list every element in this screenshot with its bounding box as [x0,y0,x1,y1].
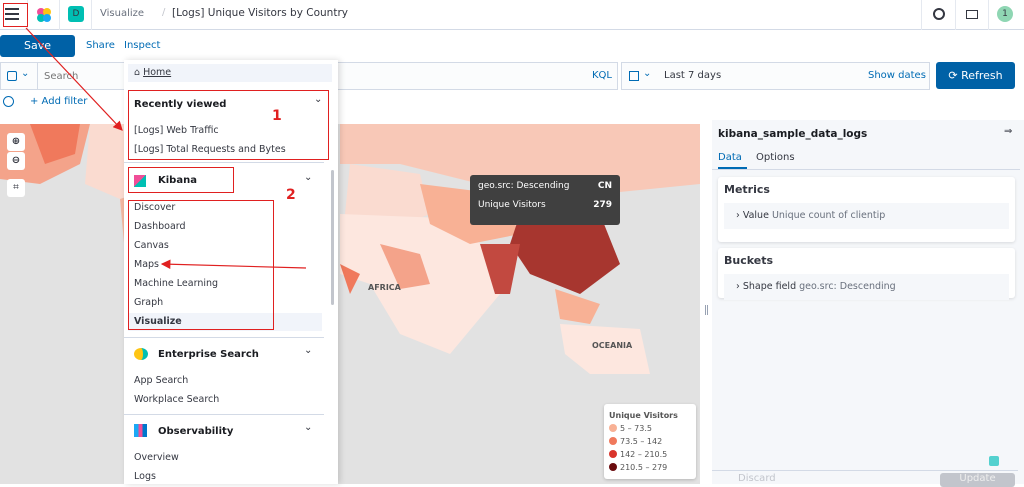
nav-item-graph[interactable]: Graph [134,297,164,308]
buckets-title: Buckets [724,254,774,267]
top-header: D Visualize / [Logs] Unique Visitors by … [0,0,1024,30]
time-range[interactable]: Last 7 days [664,70,722,81]
annotation-box-1 [128,90,329,160]
tab-data[interactable]: Data [718,152,747,169]
save-button[interactable]: Save [0,35,75,57]
nav-item-maps[interactable]: Maps [134,259,159,270]
bucket-desc: geo.src: Descending [799,281,896,292]
editor-sidebar: kibana_sample_data_logs ⇒ Data Options M… [712,120,1024,487]
recent-item[interactable]: [Logs] Web Traffic [134,125,219,136]
legend-item[interactable]: 73.5 – 142 [609,435,691,448]
index-pattern-title: kibana_sample_data_logs [718,128,868,140]
africa-label: AFRICA [368,283,401,292]
menu-button[interactable] [5,7,19,21]
annotation-label-2: 2 [286,187,296,203]
home-icon: ⌂ [134,67,144,78]
date-picker[interactable]: ⌄ Last 7 days Show dates [621,62,930,90]
recent-item[interactable]: [Logs] Total Requests and Bytes [134,144,286,155]
map-tooltip: geo.src: Descending CN Unique Visitors 279 [470,175,620,225]
filter-options-icon[interactable] [3,96,14,107]
metric-desc: Unique count of clientip [771,210,886,221]
breadcrumb-separator: / [162,7,166,18]
chevron-down-icon[interactable]: ⌄ [21,68,30,79]
metric-label: Value [742,210,769,221]
show-dates-link[interactable]: Show dates [868,70,926,81]
tooltip-field-value: CN [597,181,612,191]
collapse-sidebar-icon[interactable]: ⇒ [1004,126,1013,137]
chevron-down-icon[interactable]: ⌄ [304,172,313,183]
metrics-panel: Metrics › Value Unique count of clientip [718,177,1015,242]
observability-icon [134,424,147,437]
tooltip-metric-value: 279 [593,200,612,210]
kql-toggle[interactable]: KQL [592,70,612,81]
crop-icon[interactable]: ⌗ [7,179,25,197]
nav-item-app-search[interactable]: App Search [134,375,189,386]
buckets-panel: Buckets › Shape field geo.src: Descendin… [718,248,1015,300]
help-icon[interactable] [933,8,945,20]
legend-title: Unique Visitors [609,411,678,420]
oceania-label: OCEANIA [592,341,633,350]
bucket-row[interactable]: › Shape field geo.src: Descending [724,274,1009,300]
nav-item-dashboard[interactable]: Dashboard [134,221,186,232]
annotation-menu-box [3,3,28,27]
metrics-title: Metrics [724,183,770,196]
nav-item-canvas[interactable]: Canvas [134,240,169,251]
space-badge[interactable]: D [68,6,84,22]
clipboard-icon[interactable] [989,456,999,466]
nav-item-discover[interactable]: Discover [134,202,176,213]
chevron-down-icon[interactable]: ⌄ [304,422,313,433]
enterprise-search-icon [134,348,148,360]
kibana-logo-icon [134,175,146,187]
nav-scrollbar[interactable] [331,170,334,305]
nav-item-machine-learning[interactable]: Machine Learning [134,278,219,289]
enterprise-search-title[interactable]: Enterprise Search [158,349,259,360]
kibana-section-title[interactable]: Kibana [158,175,197,186]
tab-options[interactable]: Options [756,152,795,163]
chevron-down-icon[interactable]: ⌄ [643,68,652,79]
chevron-down-icon[interactable]: ⌄ [314,94,323,105]
legend-item[interactable]: 5 – 73.5 [609,422,691,435]
metric-row[interactable]: › Value Unique count of clientip [724,203,1009,229]
zoom-out-button[interactable]: ⊖ [7,152,25,170]
calendar-icon[interactable] [629,71,639,81]
elastic-logo-icon[interactable] [35,6,53,24]
refresh-button[interactable]: ⟳ Refresh [936,62,1015,89]
nav-item-overview[interactable]: Overview [134,452,179,463]
nav-item-visualize[interactable]: Visualize [134,316,182,327]
annotation-label-1: 1 [272,108,282,124]
share-link[interactable]: Share [86,40,115,51]
saved-query-icon[interactable] [7,71,17,81]
refresh-label: Refresh [961,69,1003,82]
breadcrumb-visualize[interactable]: Visualize [100,8,145,19]
inspect-link[interactable]: Inspect [124,40,161,51]
bucket-label: Shape field [742,281,797,292]
nav-item-logs[interactable]: Logs [134,471,156,482]
mail-icon[interactable] [966,10,978,19]
page-title: [Logs] Unique Visitors by Country [172,7,348,19]
annotation-kibana-box [128,167,234,193]
nav-item-workplace-search[interactable]: Workplace Search [134,394,220,405]
zoom-in-button[interactable]: ⊕ [7,133,25,151]
observability-title[interactable]: Observability [158,426,234,437]
legend-item[interactable]: 142 – 210.5 [609,448,691,461]
nav-home[interactable]: ⌂ Home [128,64,332,82]
chevron-down-icon[interactable]: ⌄ [304,345,313,356]
resize-handle[interactable] [705,305,708,315]
recently-viewed-title[interactable]: Recently viewed [134,99,227,110]
refresh-icon: ⟳ [948,69,962,82]
tooltip-metric-label: Unique Visitors [478,200,546,210]
user-avatar[interactable]: 1 [997,6,1013,22]
nav-drawer: ⌂ Home Recently viewed ⌄ [Logs] Web Traf… [124,60,338,484]
tooltip-field-label: geo.src: Descending [478,181,570,191]
annotation-box-2 [128,200,274,330]
map-legend: Unique Visitors 5 – 73.5 73.5 – 142 142 … [604,404,696,479]
legend-item[interactable]: 210.5 – 279 [609,461,691,474]
discard-button[interactable]: Discard [738,473,776,484]
add-filter-button[interactable]: + Add filter [30,96,88,107]
